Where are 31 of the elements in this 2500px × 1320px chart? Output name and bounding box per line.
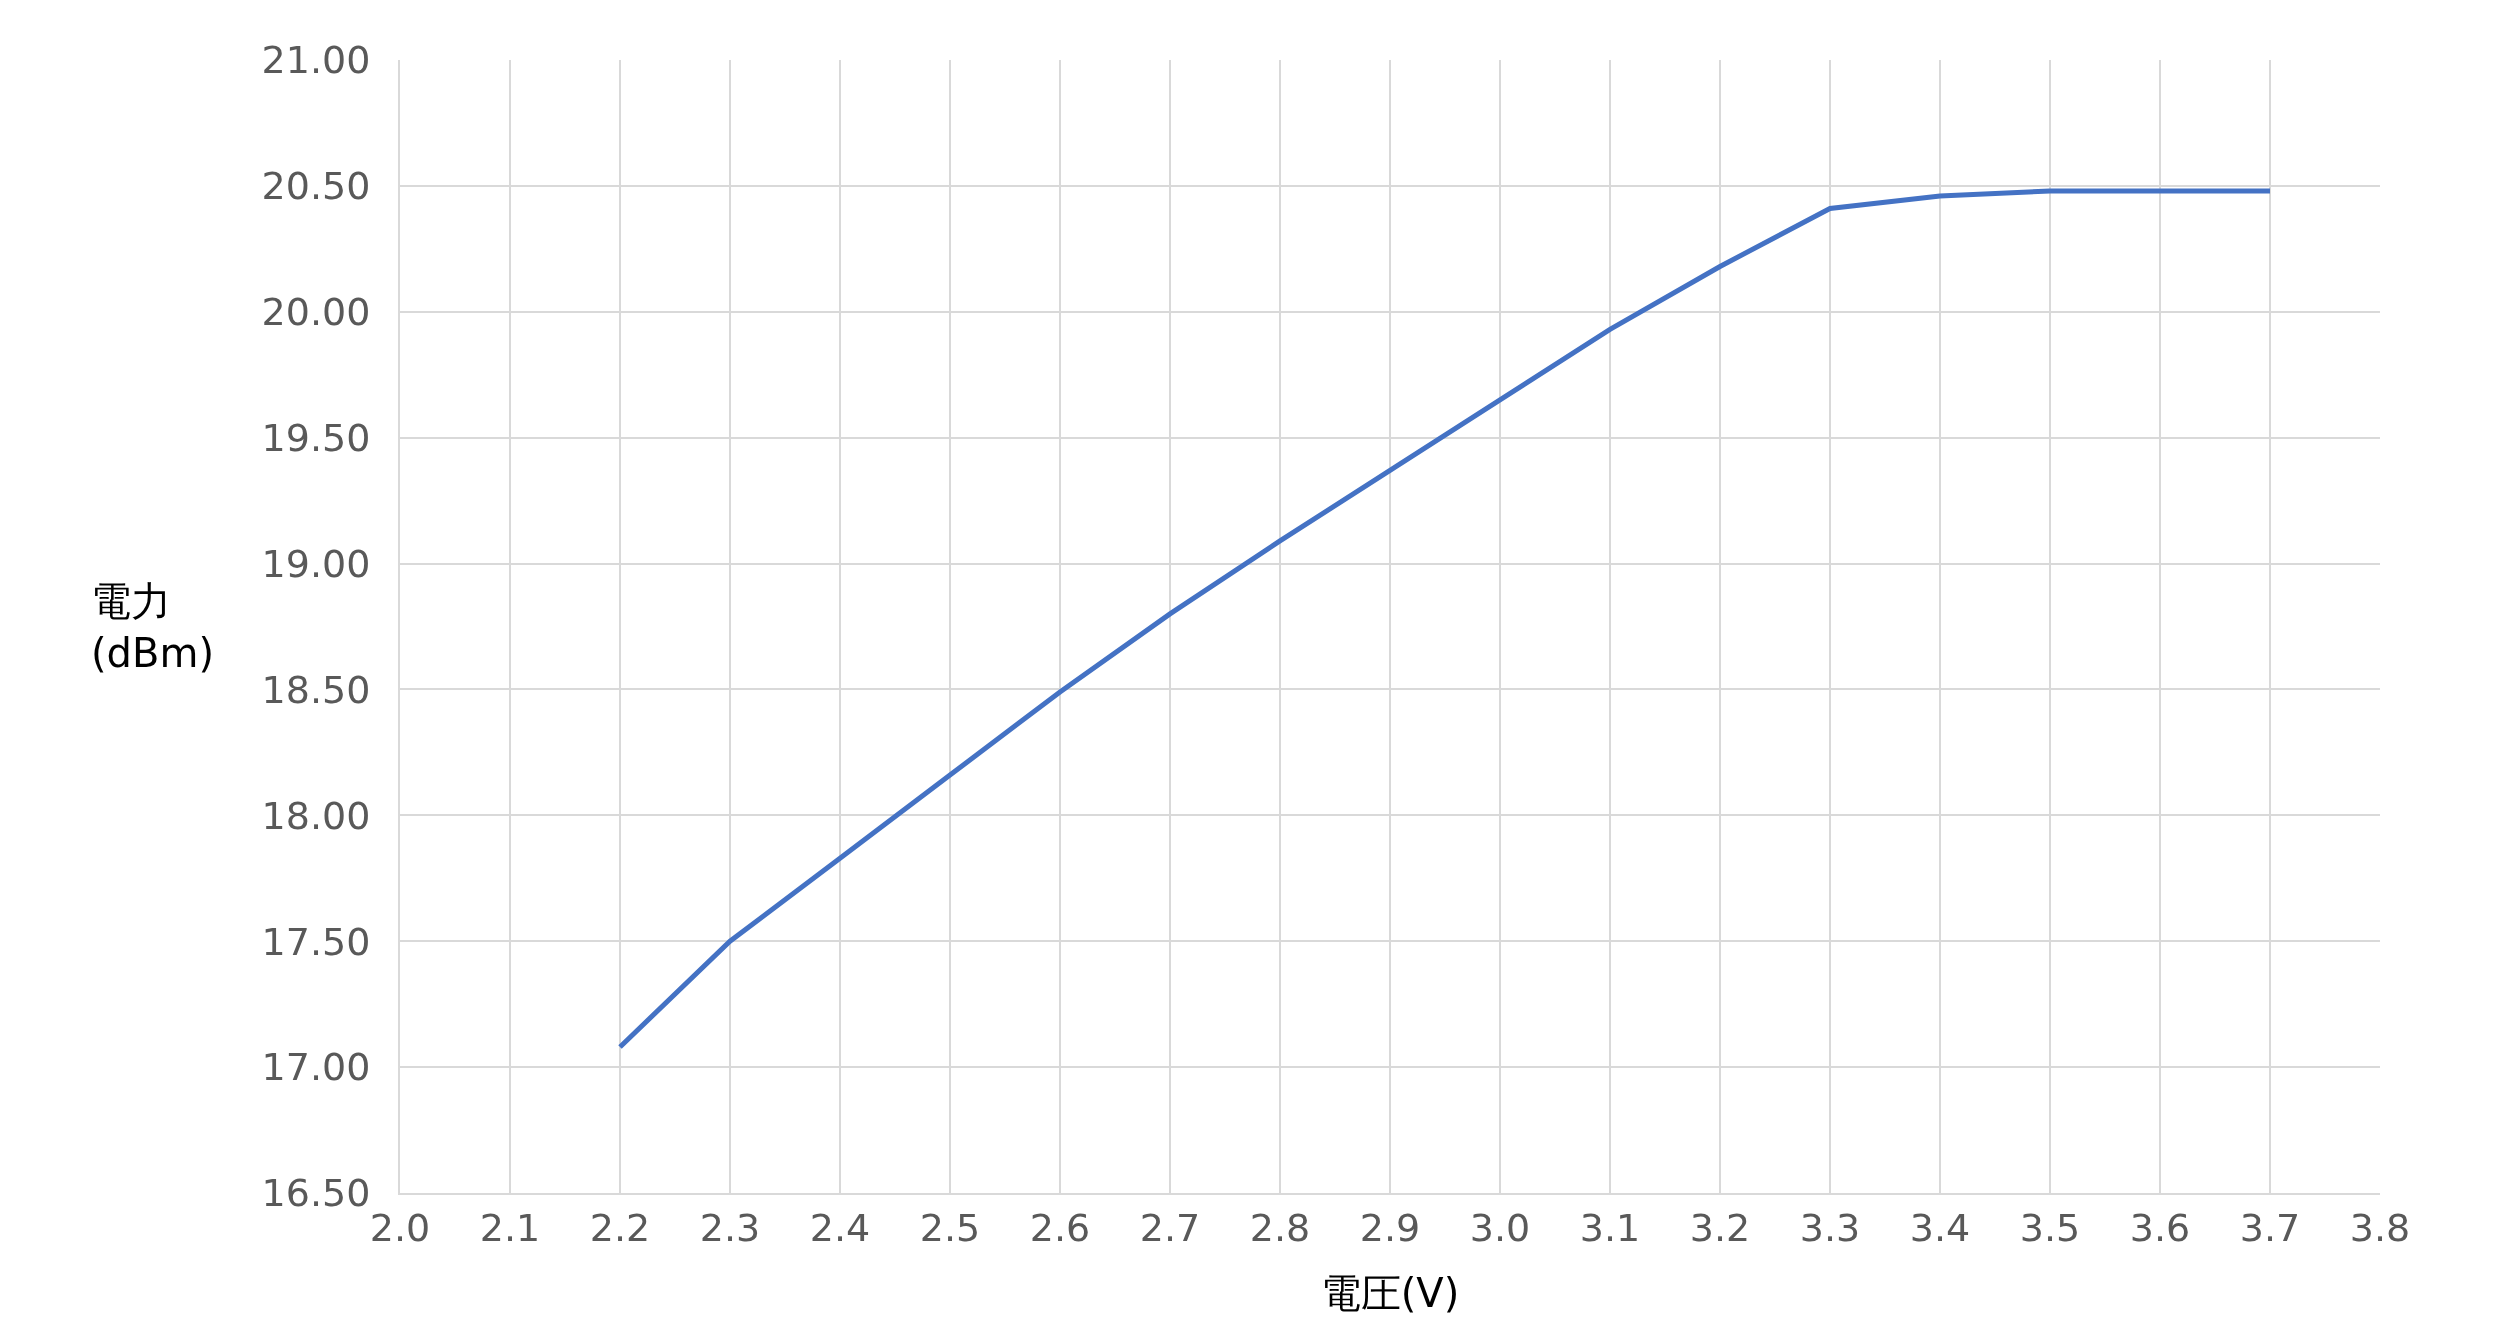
x-tick-label: 2.3: [699, 1205, 761, 1250]
x-tick-label: 3.5: [2019, 1205, 2081, 1250]
y-tick-label: 18.00: [261, 793, 371, 838]
y-tick-label: 19.50: [261, 415, 371, 460]
x-axis-title: 電圧(V): [1320, 1269, 1460, 1316]
y-tick-label: 20.50: [261, 164, 371, 209]
x-tick-label: 3.3: [1799, 1205, 1861, 1250]
y-tick-label: 17.00: [261, 1045, 371, 1090]
x-tick-label: 2.9: [1359, 1205, 1421, 1250]
x-tick-label: 3.1: [1579, 1205, 1641, 1250]
y-tick-label: 19.00: [261, 541, 371, 586]
x-tick-label: 3.0: [1469, 1205, 1531, 1250]
y-axis-title: 電力 (dBm): [91, 578, 215, 676]
x-tick-label: 2.2: [589, 1205, 651, 1250]
x-tick-label: 2.8: [1249, 1205, 1311, 1250]
y-tick-label: 16.50: [261, 1171, 371, 1216]
y-tick-label: 21.00: [261, 38, 371, 83]
x-tick-label: 2.7: [1139, 1205, 1201, 1250]
x-tick-label: 3.6: [2129, 1205, 2191, 1250]
y-tick-label: 18.50: [261, 667, 371, 712]
x-tick-label: 3.2: [1689, 1205, 1751, 1250]
y-tick-label: 17.50: [261, 919, 371, 964]
x-tick-label: 2.0: [369, 1205, 431, 1250]
y-tick-label: 20.00: [261, 290, 371, 335]
x-tick-label: 3.7: [2239, 1205, 2301, 1250]
x-tick-label: 3.4: [1909, 1205, 1971, 1250]
x-tick-label: 3.8: [2349, 1205, 2411, 1250]
x-tick-label: 2.1: [479, 1205, 541, 1250]
x-tick-label: 2.6: [1029, 1205, 1091, 1250]
x-tick-label: 2.5: [919, 1205, 981, 1250]
x-tick-label: 2.4: [809, 1205, 871, 1250]
